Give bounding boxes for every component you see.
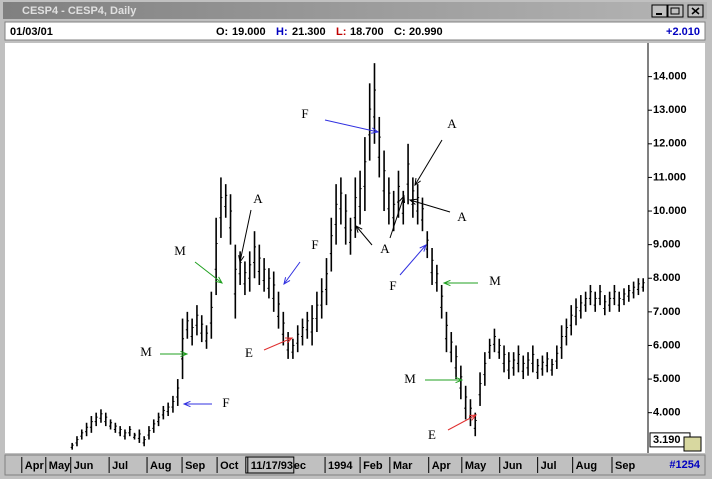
y-tick-label: 11.000 [653,171,686,183]
annotation-arrow [324,119,379,133]
y-tick-label: 13.000 [653,104,687,116]
annotation-arrow [283,261,301,285]
info-close: 20.990 [409,26,443,38]
annotation-arrow [263,337,293,351]
arrow-head [408,198,418,205]
annotation: E [245,345,253,360]
arrow-head [442,279,451,287]
annotation: F [311,237,318,252]
arrow-head [182,400,191,408]
y-tick-label: 7.000 [653,306,681,318]
arrow-head [419,244,427,252]
x-tick-label: Sep [185,460,205,472]
y-tick-label: 5.000 [653,373,681,385]
annotation: F [222,395,229,410]
annotation-arrow [409,199,451,213]
info-bar [4,21,706,41]
plot-area [5,43,648,453]
x-tick-label: Oct [220,460,239,472]
annotation: M [404,371,416,386]
arrow-head [180,350,189,358]
annotation: A [253,191,263,206]
annotation-arrow [447,414,477,431]
annotation-arrow [194,261,223,284]
info-high-label: H: [276,26,288,38]
annotation: E [428,427,436,442]
x-tick-label: Aug [576,460,597,472]
info-open: 19.000 [232,26,266,38]
annotation-arrow [239,209,252,263]
x-tick-label: Feb [363,460,383,472]
x-tick-label: Apr [432,460,452,472]
last-price-label: 3.190 [653,434,681,446]
annotation: A [457,209,467,224]
y-tick-label: 4.000 [653,407,681,419]
arrow-head [215,276,224,284]
arrow-head [455,376,464,384]
x-tick-label: Jun [74,460,94,472]
annotation: M [140,344,152,359]
info-date: 01/03/01 [10,26,53,38]
x-tick-label: 11/17/93 [251,460,293,472]
annotation: F [389,278,396,293]
x-tick-label: Apr [25,460,45,472]
info-low: 18.700 [350,26,384,38]
info-close-label: C: [394,26,406,38]
x-tick-label: Jun [503,460,523,472]
arrow-head [414,177,421,187]
x-tick-label: Jul [541,460,557,472]
date-cursor-box [245,456,295,474]
title-bar [3,2,707,19]
y-tick-label: 10.000 [653,205,687,217]
annotation-arrow [414,139,443,186]
arrow-head [371,127,380,134]
corner-icon [683,436,702,452]
arrow-head [398,194,406,204]
arrow-head [355,225,363,233]
time-axis [4,454,706,476]
price-axis [648,43,705,453]
arrow-head [284,337,294,344]
x-tick-label: 1994 [328,460,353,472]
arrow-head [238,255,245,264]
window-buttons[interactable] [651,4,704,18]
info-high: 21.300 [292,26,326,38]
annotation: M [174,243,186,258]
annotation: A [447,116,457,131]
x-tick-label: Aug [150,460,171,472]
annotation: M [489,273,501,288]
annotation: F [301,106,308,121]
x-tick-label: May [49,460,71,472]
window-title: CESP4 - CESP4, Daily [22,5,137,17]
info-change: +2.010 [666,26,700,38]
info-low-label: L: [336,26,346,38]
arrow-head [283,277,291,286]
x-tick-label: May [465,460,487,472]
y-tick-label: 12.000 [653,138,687,150]
x-tick-label: Mar [393,460,413,472]
x-tick-label: Jul [112,460,128,472]
arrow-head [468,414,478,421]
y-tick-label: 6.000 [653,339,681,351]
annotation: A [380,241,390,256]
y-tick-label: 9.000 [653,239,681,251]
annotation-arrow [399,244,427,276]
info-open-label: O: [216,26,228,38]
y-tick-label: 8.000 [653,272,681,284]
annotation-arrow [389,195,405,239]
minimize-button[interactable] [651,4,668,18]
maximize-button[interactable] [667,4,684,18]
y-tick-label: 14.000 [653,71,687,83]
x-tick-label: Sep [615,460,635,472]
annotation-arrow [355,225,373,246]
bar-count: #1254 [669,459,700,471]
